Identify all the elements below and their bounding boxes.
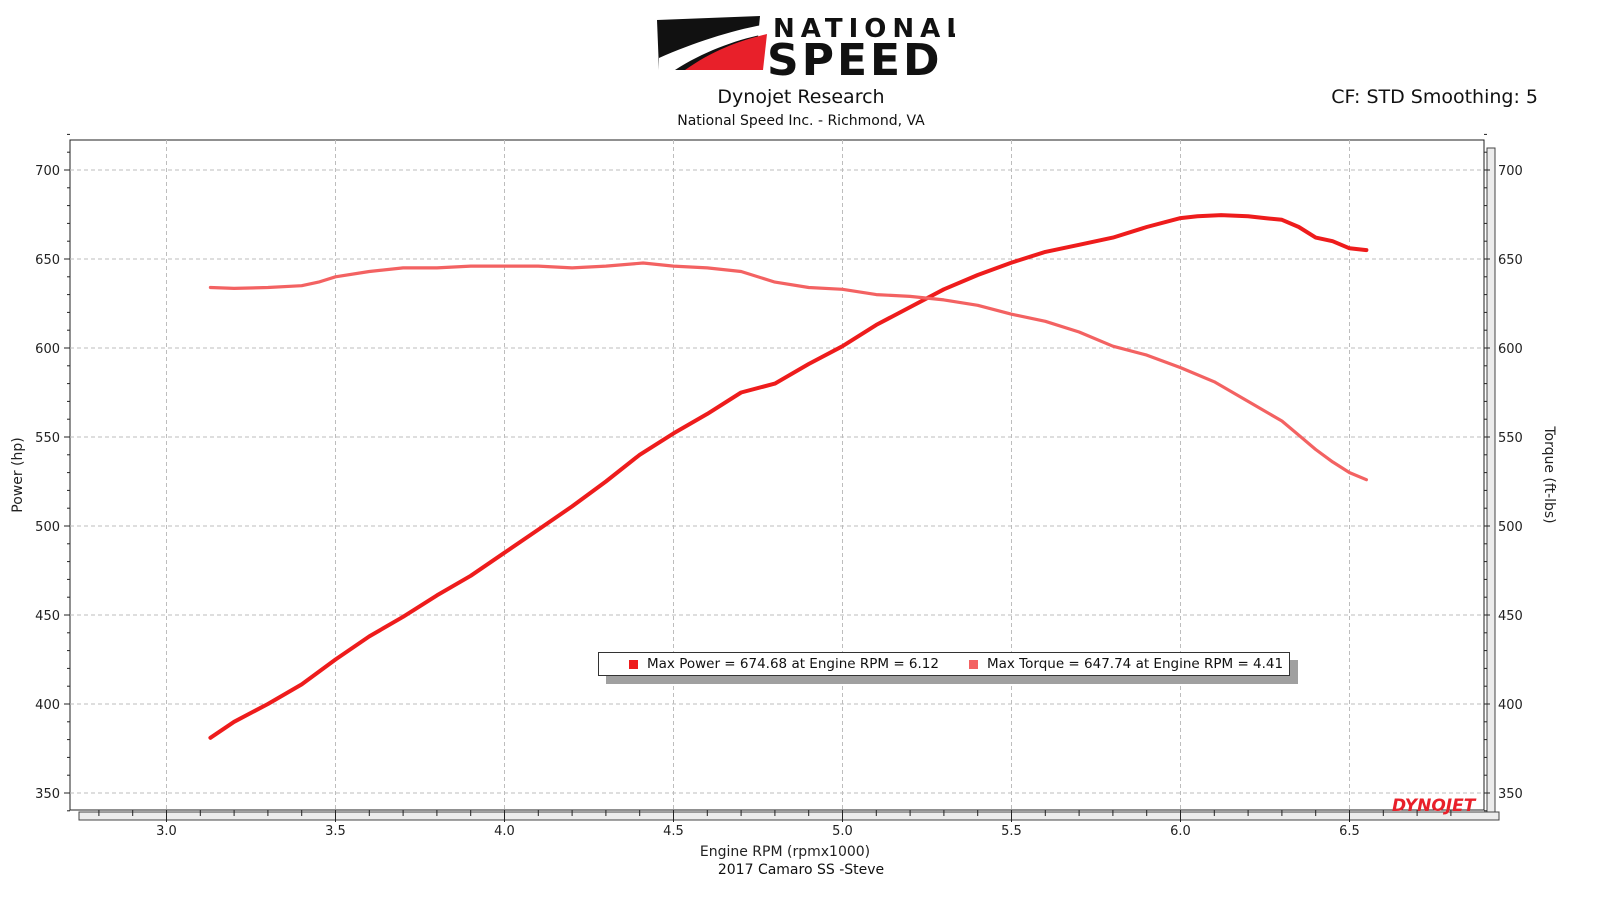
series-line-torque — [208, 261, 1369, 482]
legend-item-torque: Max Torque = 647.74 at Engine RPM = 4.41 — [968, 656, 1284, 672]
left-tick-label: 350 — [35, 787, 60, 802]
right-tick-label: 350 — [1498, 787, 1523, 802]
left-tick-label: 550 — [35, 431, 60, 446]
right-tick-label: 650 — [1498, 253, 1523, 268]
y-right-axis-label: Torque (ft-lbs) — [1541, 425, 1557, 523]
right-tick-label: 700 — [1498, 164, 1523, 179]
header-title: Dynojet Research — [717, 86, 885, 108]
dynojet-watermark: DYNOJET — [1392, 796, 1477, 816]
cf-smoothing-label: CF: STD Smoothing: 5 — [1331, 86, 1538, 108]
series-group — [208, 213, 1369, 740]
x-axis-bar — [78, 811, 1500, 821]
x-tick-label: 5.5 — [1001, 824, 1022, 839]
x-axis-ticks: 3.0 3.5 4.0 4.5 5.0 5.5 6.0 6.5 — [98, 810, 1452, 839]
left-tick-label: 450 — [35, 609, 60, 624]
legend: Max Power = 674.68 at Engine RPM = 6.12 … — [598, 652, 1290, 676]
x-axis-label: Engine RPM (rpmx1000) — [700, 844, 870, 860]
x-tick-label: 4.0 — [494, 824, 515, 839]
logo-line2: SPEED — [767, 35, 943, 80]
y-left-axis-label: Power (hp) — [10, 437, 26, 512]
plot-frame — [69, 139, 1485, 811]
y-right-bar — [1486, 147, 1496, 813]
x-tick-label: 6.0 — [1170, 824, 1191, 839]
series-line-power — [208, 213, 1369, 740]
right-tick-label: 400 — [1498, 698, 1523, 713]
legend-power-text: Max Power = 674.68 at Engine RPM = 6.12 — [647, 656, 939, 672]
x-tick-label: 3.5 — [325, 824, 346, 839]
legend-item-power: Max Power = 674.68 at Engine RPM = 6.12 — [629, 656, 939, 672]
right-tick-label: 600 — [1498, 342, 1523, 357]
left-tick-label: 400 — [35, 698, 60, 713]
left-tick-label: 700 — [35, 164, 60, 179]
grid-lines — [70, 140, 1484, 810]
national-speed-logo: NATIONAL SPEED — [655, 6, 963, 86]
right-tick-label: 500 — [1498, 520, 1523, 535]
right-tick-label: 450 — [1498, 609, 1523, 624]
header-subtitle: National Speed Inc. - Richmond, VA — [677, 113, 925, 129]
right-tick-label: 550 — [1498, 431, 1523, 446]
x-tick-label: 5.0 — [832, 824, 853, 839]
x-tick-label: 4.5 — [663, 824, 684, 839]
legend-swatch-power — [629, 659, 638, 669]
right-axis-ticks: 350 400 450 500 550 600 650 700 — [1484, 133, 1523, 812]
left-axis-ticks: 350 400 450 500 550 600 650 700 — [35, 133, 70, 812]
legend-torque-text: Max Torque = 647.74 at Engine RPM = 4.41 — [986, 656, 1284, 672]
left-tick-label: 650 — [35, 253, 60, 268]
x-tick-label: 6.5 — [1339, 824, 1360, 839]
footer-caption: 2017 Camaro SS -Steve — [717, 862, 885, 878]
left-tick-label: 500 — [35, 520, 60, 535]
x-tick-label: 3.0 — [156, 824, 177, 839]
logo-line1: NATIONAL — [773, 14, 955, 44]
left-tick-label: 600 — [35, 342, 60, 357]
legend-swatch-torque — [968, 659, 978, 669]
